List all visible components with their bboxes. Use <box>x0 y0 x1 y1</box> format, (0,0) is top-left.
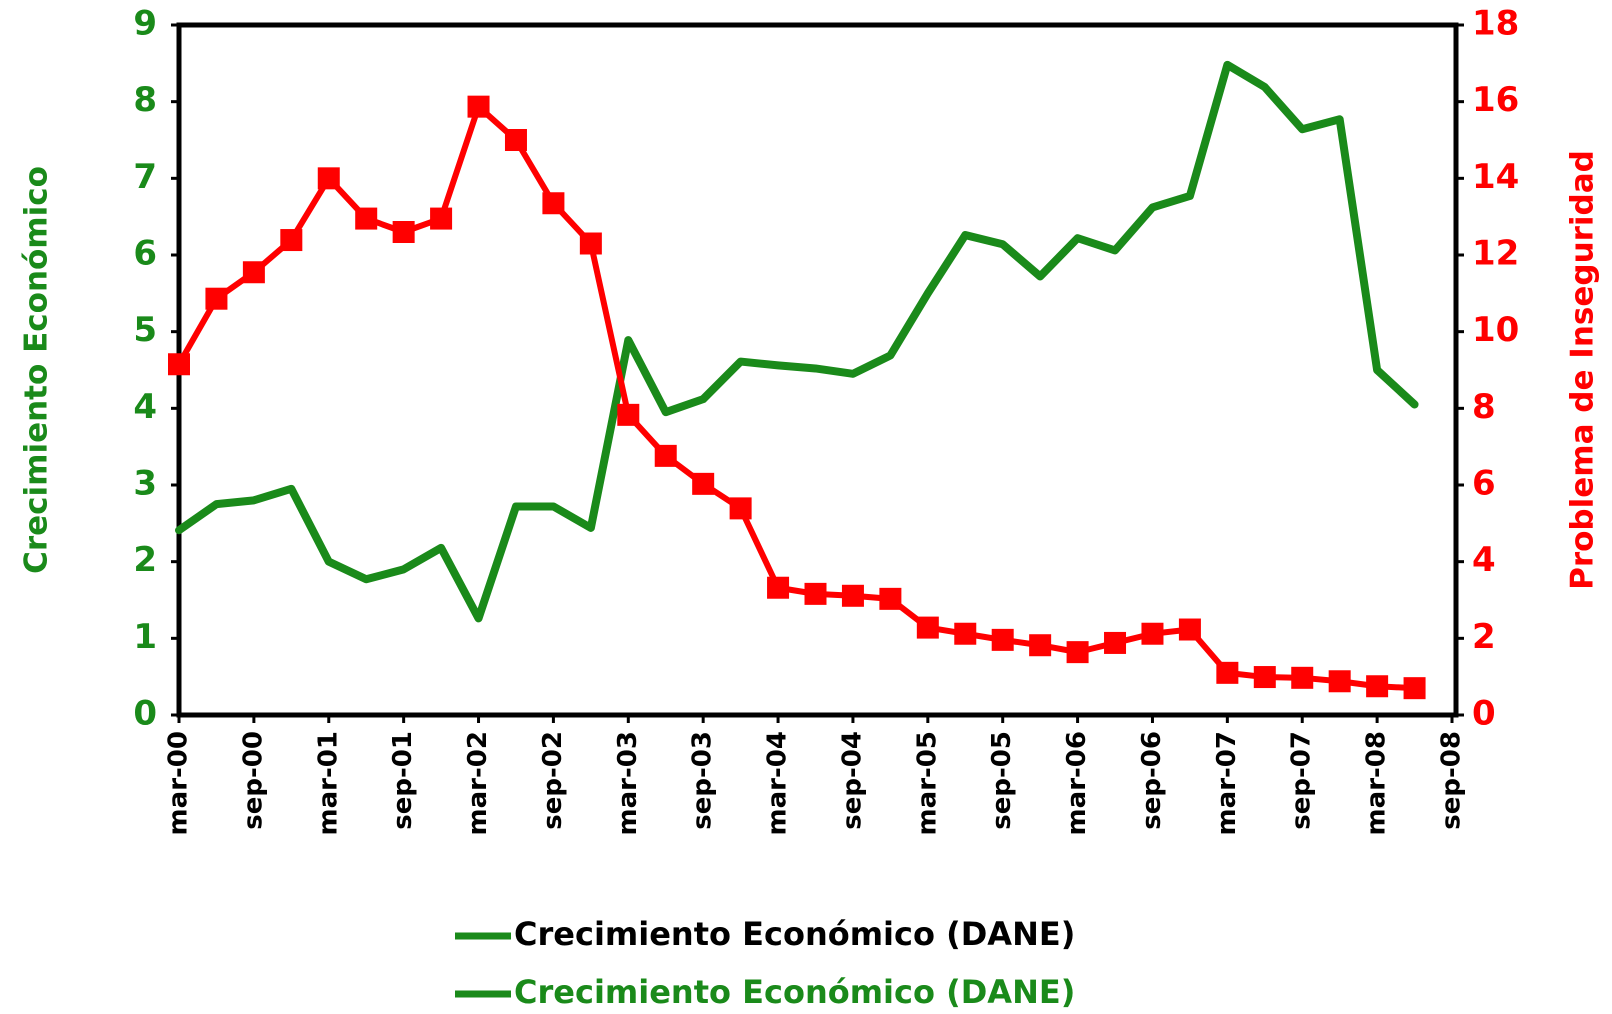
x-tick-label: sep-02 <box>538 731 568 830</box>
series-marker <box>280 229 303 252</box>
x-tick-label: sep-06 <box>1137 731 1167 830</box>
y-tick-label: 4 <box>133 387 157 427</box>
y2-tick-label: 10 <box>1472 310 1519 350</box>
y-axis-title: Crecimiento Económico <box>19 166 55 574</box>
series-marker <box>504 129 527 151</box>
series-marker <box>430 207 453 230</box>
x-tick-label: sep-04 <box>837 731 867 830</box>
y-tick-label: 1 <box>133 617 157 657</box>
y2-tick-label: 0 <box>1472 694 1496 734</box>
series-marker <box>991 628 1014 651</box>
y2-tick-label: 2 <box>1472 617 1496 657</box>
series-marker <box>1366 675 1389 698</box>
series-marker <box>1178 618 1201 641</box>
series-marker <box>841 584 864 607</box>
series-marker <box>392 221 415 243</box>
x-tick-label: sep-03 <box>688 731 718 830</box>
series-marker <box>355 207 378 230</box>
series-marker <box>1328 670 1351 693</box>
series-marker <box>1104 631 1127 654</box>
series-line <box>175 60 1419 623</box>
x-tick-label: sep-08 <box>1437 731 1467 830</box>
y-tick-label: 7 <box>133 157 157 197</box>
y-tick-label: 0 <box>133 694 157 734</box>
y2-tick-label: 12 <box>1472 234 1519 274</box>
series-marker <box>1066 641 1089 664</box>
x-tick-label: mar-04 <box>763 731 793 835</box>
x-tick-label: sep-05 <box>987 731 1017 830</box>
series-marker <box>767 576 790 599</box>
y-tick-label: 9 <box>133 4 157 44</box>
x-tick-label: mar-05 <box>912 731 942 835</box>
y2-tick-label: 8 <box>1472 387 1496 427</box>
legend-label: Crecimiento Económico (DANE) <box>514 915 1075 953</box>
x-tick-label: sep-01 <box>388 731 418 830</box>
y2-tick-label: 4 <box>1472 540 1496 580</box>
x-tick-label: mar-03 <box>613 731 643 835</box>
series-marker <box>1291 666 1314 689</box>
series-marker <box>916 616 939 639</box>
y-tick-label: 3 <box>133 464 157 504</box>
series-marker <box>168 353 190 376</box>
series-marker <box>317 167 340 190</box>
series-marker <box>1029 634 1052 657</box>
series-marker <box>205 287 228 310</box>
series-line <box>176 103 1418 692</box>
series-marker <box>242 261 265 284</box>
series-marker <box>954 622 977 645</box>
y-tick-label: 5 <box>133 310 157 350</box>
x-tick-label: sep-00 <box>238 731 268 830</box>
y-tick-label: 8 <box>133 80 157 120</box>
series-marker <box>1403 677 1426 700</box>
y2-tick-label: 6 <box>1472 464 1496 504</box>
series-marker <box>542 192 565 215</box>
x-tick-label: mar-02 <box>463 731 493 835</box>
series-marker <box>729 497 752 520</box>
series-marker <box>879 587 902 610</box>
y2-tick-label: 16 <box>1472 80 1519 120</box>
y2-axis-title: Problema de Inseguridad <box>1565 150 1601 590</box>
series-marker <box>692 472 715 495</box>
x-tick-label: mar-08 <box>1362 731 1392 835</box>
y2-tick-label: 18 <box>1472 4 1519 44</box>
series-marker <box>1216 661 1239 684</box>
series-marker <box>579 232 602 255</box>
x-tick-label: mar-06 <box>1062 731 1092 835</box>
series-marker <box>617 403 640 426</box>
x-tick-label: sep-07 <box>1287 731 1317 830</box>
series-marker <box>654 444 677 467</box>
y-tick-label: 2 <box>133 540 157 580</box>
y-tick-label: 6 <box>133 234 157 274</box>
series-marker <box>467 95 490 118</box>
series-marker <box>1141 622 1164 645</box>
x-tick-label: mar-07 <box>1212 731 1242 835</box>
series-marker <box>804 582 827 605</box>
y2-tick-label: 14 <box>1472 157 1519 197</box>
x-tick-label: mar-01 <box>313 731 343 835</box>
legend-label: Crecimiento Económico (DANE) <box>514 973 1075 1011</box>
series-marker <box>1253 666 1276 689</box>
x-tick-label: mar-00 <box>164 731 194 835</box>
